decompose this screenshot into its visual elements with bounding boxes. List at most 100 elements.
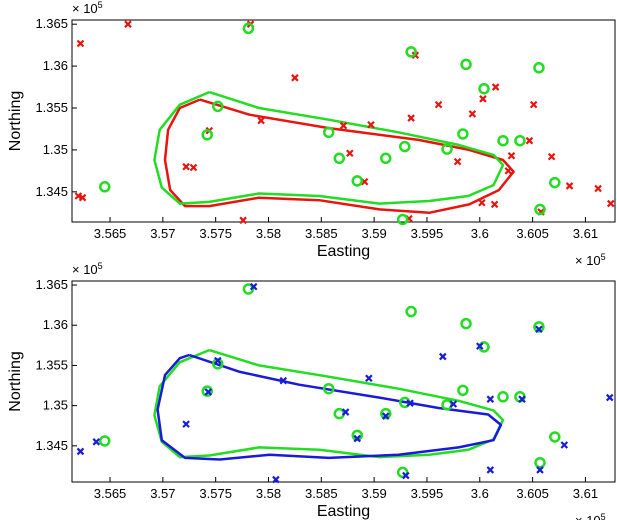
circle-marker	[399, 140, 411, 153]
y-tick-label: 1.36	[43, 58, 68, 73]
cross-marker	[365, 374, 373, 383]
cross-marker	[341, 408, 350, 416]
circle-marker	[396, 466, 409, 479]
circle-marker	[405, 46, 417, 58]
y-axis-label: Northing	[7, 91, 24, 151]
x-axis-label: Easting	[317, 243, 370, 260]
x-tick-label: 3.61	[573, 486, 598, 501]
circle-marker	[212, 100, 224, 113]
circle-marker	[514, 134, 526, 147]
cross-marker	[486, 395, 495, 403]
axis-scale-base: × 10	[575, 513, 601, 520]
y-tick-label: 1.345	[35, 438, 68, 453]
x-tick-label: 3.59	[361, 486, 386, 501]
axis-scale-base: × 10	[72, 262, 98, 277]
cross-marker	[406, 399, 414, 407]
circle-marker	[380, 407, 392, 420]
cross-marker	[565, 182, 574, 190]
axis-scale-exponent: 5	[98, 261, 103, 271]
cross-marker	[257, 116, 265, 125]
cross-marker	[291, 74, 299, 82]
boundary-line	[163, 98, 515, 215]
x-tick-label: 3.595	[411, 486, 444, 501]
x-tick-label: 3.565	[94, 486, 127, 501]
circle-marker	[533, 62, 545, 74]
y-tick-label: 1.365	[35, 277, 68, 292]
x-tick-label: 3.595	[411, 226, 444, 241]
x-tick-label: 3.6	[471, 226, 489, 241]
axis-scale: × 105	[575, 512, 606, 520]
x-tick-label: 3.575	[199, 486, 232, 501]
circle-marker	[478, 82, 490, 95]
y-tick-label: 1.355	[35, 357, 68, 372]
cross-marker	[449, 400, 458, 408]
circle-marker	[333, 152, 346, 165]
cross-marker	[339, 121, 348, 130]
x-tick-label: 3.605	[516, 226, 549, 241]
y-tick-label: 1.345	[35, 184, 68, 199]
boundary-line	[153, 90, 505, 205]
axis-scale-exponent: 5	[601, 252, 606, 262]
cross-marker	[434, 100, 443, 109]
cross-marker	[536, 466, 544, 474]
x-tick-label: 3.575	[199, 226, 232, 241]
cross-marker	[453, 157, 462, 166]
circle-marker	[242, 283, 255, 295]
x-tick-label: 3.585	[305, 226, 338, 241]
x-tick-label: 3.6	[471, 486, 489, 501]
cross-marker	[547, 152, 556, 161]
circle-marker	[497, 134, 509, 147]
circle-marker	[457, 128, 469, 140]
circle-marker	[322, 126, 335, 139]
boundary-line	[156, 353, 503, 461]
cross-marker	[124, 20, 132, 28]
axis-scale-exponent: 5	[98, 0, 103, 10]
circle-marker	[457, 384, 469, 397]
cross-marker	[92, 438, 101, 446]
cross-marker	[504, 167, 513, 175]
y-tick-label: 1.35	[43, 398, 68, 413]
cross-marker	[239, 216, 247, 225]
cross-marker	[594, 184, 602, 193]
cross-marker	[468, 110, 477, 118]
cross-marker	[507, 152, 516, 160]
subplot: 3.565 3.57 3.575 3.58 3.585 3.59 3.595 3.6 3.605…	[7, 0, 616, 268]
x-tick-label: 3.57	[150, 226, 175, 241]
cross-marker	[529, 100, 538, 109]
axis-scale: × 105	[575, 252, 606, 268]
boundary-line	[153, 348, 505, 459]
cross-marker	[279, 376, 288, 385]
cross-marker	[478, 198, 486, 207]
x-tick-label: 3.58	[256, 226, 281, 241]
y-tick-label: 1.365	[35, 16, 68, 31]
circle-marker	[405, 305, 417, 318]
cross-marker	[182, 420, 190, 428]
circle-marker	[98, 181, 111, 193]
cross-marker	[439, 352, 447, 361]
y-tick-label: 1.355	[35, 100, 68, 115]
circle-marker	[351, 175, 363, 187]
cross-marker	[182, 162, 190, 171]
cross-marker	[381, 412, 390, 420]
cross-marker	[560, 441, 569, 449]
x-tick-label: 3.59	[361, 226, 386, 241]
cross-marker	[346, 149, 354, 158]
x-axis-label: Easting	[317, 503, 370, 520]
x-tick-label: 3.565	[94, 226, 127, 241]
cross-marker	[486, 466, 495, 474]
x-tick-label: 3.585	[305, 486, 338, 501]
cross-marker	[367, 120, 375, 129]
y-tick-label: 1.36	[43, 317, 68, 332]
cross-marker	[189, 163, 198, 172]
circle-marker	[549, 176, 561, 189]
axis-scale-base: × 10	[575, 253, 601, 268]
circle-marker	[396, 213, 409, 226]
x-tick-label: 3.58	[256, 486, 281, 501]
axis-scale: × 105	[72, 0, 103, 16]
circle-marker	[322, 382, 335, 395]
cross-marker	[76, 39, 85, 48]
x-tick-label: 3.605	[516, 486, 549, 501]
circle-marker	[534, 456, 546, 469]
axis-scale-exponent: 5	[601, 512, 606, 520]
